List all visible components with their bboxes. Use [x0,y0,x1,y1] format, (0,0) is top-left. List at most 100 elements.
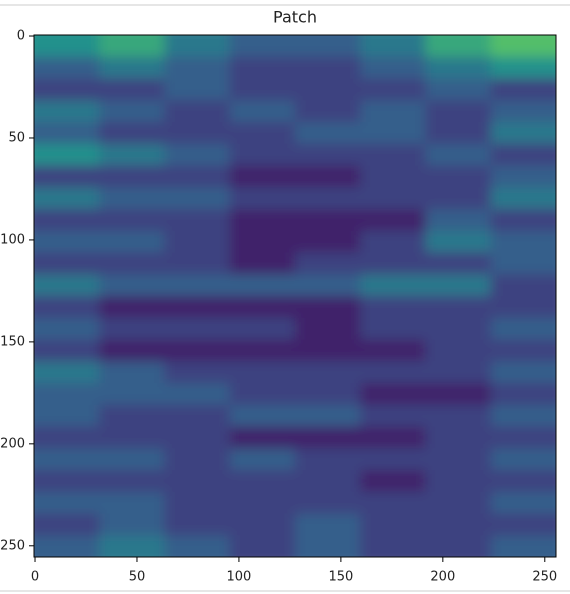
cell [229,56,296,79]
cell [164,187,231,210]
cell [295,339,361,362]
cell [164,230,231,253]
cell [425,404,492,427]
cell [360,230,426,253]
cell [34,535,100,557]
y-tick-label: 100 [0,232,25,247]
cell [229,491,296,514]
cell [164,339,231,362]
chart-title: Patch [273,8,317,27]
cell [229,78,296,101]
cell [490,339,556,362]
cell [490,404,556,427]
cell [164,317,231,340]
cell [99,187,165,210]
cell [360,361,426,384]
cell [360,143,426,166]
cell [34,230,100,253]
cell [164,404,231,427]
cell [360,165,426,188]
cell [425,252,492,275]
cell [490,122,556,145]
cell [425,143,492,166]
cell [360,209,426,232]
cell [425,187,492,210]
cell [99,470,165,493]
y-tick-label: 50 [8,130,25,145]
cell [164,35,231,58]
x-tick-label: 0 [31,570,39,585]
cell [34,209,100,232]
cell [229,230,296,253]
cell [360,100,426,123]
cell [164,491,231,514]
cell [490,78,556,101]
cell [295,209,361,232]
cell [360,317,426,340]
cell [229,448,296,471]
cell [99,317,165,340]
cell [34,491,100,514]
x-tick-label: 50 [129,570,146,585]
cell [360,339,426,362]
cell [360,187,426,210]
cell [164,426,231,449]
cell [360,383,426,406]
cell [164,100,231,123]
cell [425,470,492,493]
cell [34,426,100,449]
cell [99,78,165,101]
cell [34,143,100,166]
cell [490,448,556,471]
cell [34,35,100,58]
cell [164,361,231,384]
cell [360,535,426,557]
cell [360,274,426,297]
cell [99,426,165,449]
y-tick-label: 250 [0,538,25,553]
axes-frame [33,34,557,558]
cell [425,209,492,232]
cell [34,383,100,406]
cell [360,470,426,493]
cell [229,426,296,449]
cell [295,143,361,166]
cell [490,143,556,166]
cell [34,470,100,493]
cell [360,252,426,275]
cell [295,187,361,210]
cell [425,339,492,362]
cell [360,122,426,145]
cell [295,448,361,471]
cell [360,35,426,58]
cell [34,100,100,123]
cell [425,100,492,123]
cell [34,513,100,536]
cell [425,122,492,145]
cell [425,317,492,340]
cell [164,383,231,406]
cell [99,491,165,514]
cell [164,122,231,145]
cell [229,513,296,536]
cell [295,230,361,253]
cell [229,361,296,384]
cell [99,274,165,297]
cell [490,209,556,232]
cell [490,230,556,253]
cell [229,296,296,319]
cell [425,361,492,384]
cell [360,491,426,514]
cell [295,274,361,297]
cell [99,535,165,557]
cell [490,513,556,536]
cell [425,78,492,101]
cell [99,361,165,384]
y-tick-label: 0 [17,29,25,44]
cell [34,187,100,210]
x-tick-label: 200 [430,570,455,585]
cell [34,404,100,427]
cell [229,317,296,340]
cell [164,513,231,536]
